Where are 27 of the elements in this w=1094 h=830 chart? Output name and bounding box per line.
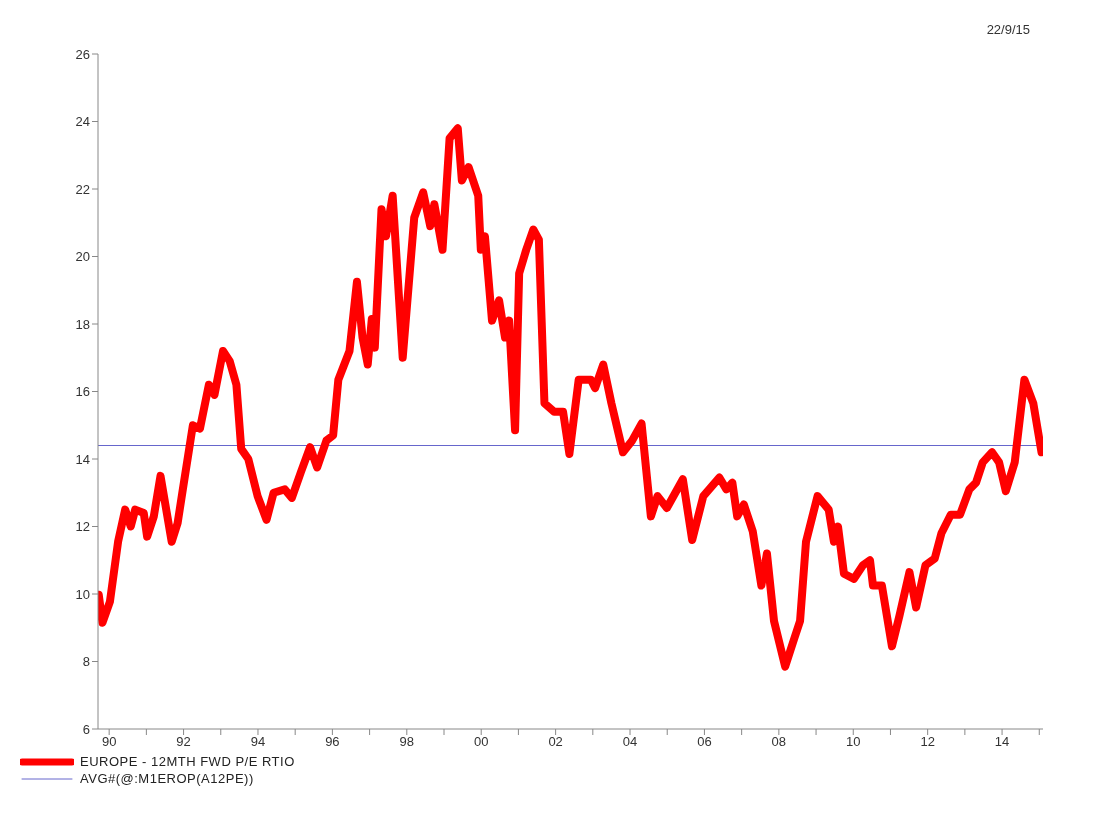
x-tick-label: 94 <box>250 734 266 750</box>
y-tick-label: 20 <box>75 249 90 265</box>
y-tick-label: 14 <box>75 451 90 467</box>
y-tick-label: 12 <box>75 519 90 535</box>
x-tick-label: 08 <box>771 734 787 750</box>
text: 22/9/15 <box>986 22 1030 37</box>
x-tick-label: 14 <box>994 734 1010 750</box>
x-tick-label: 90 <box>101 734 117 750</box>
x-tick-label: 04 <box>622 734 638 750</box>
x-tick-label: 12 <box>920 734 935 750</box>
y-tick-label: 6 <box>82 721 90 737</box>
x-tick-label: 96 <box>325 734 340 750</box>
y-tick-label: 8 <box>82 654 90 670</box>
x-tick-label: 10 <box>846 734 861 750</box>
y-tick-label: 26 <box>75 46 90 62</box>
y-tick-label: 16 <box>75 384 90 400</box>
y-tick-label: 10 <box>75 586 90 602</box>
x-tick-label: 92 <box>176 734 191 750</box>
x-tick-label: 00 <box>473 734 489 750</box>
y-tick-label: 24 <box>75 114 90 130</box>
x-tick-label: 98 <box>399 734 415 750</box>
legend-label: EUROPE - 12MTH FWD P/E RTIO <box>80 754 295 769</box>
x-tick-label: 06 <box>697 734 712 750</box>
legend-label: AVG#(@:M1EROP(A12PE)) <box>80 771 254 786</box>
x-tick-label: 02 <box>548 734 563 750</box>
y-tick-label: 22 <box>75 181 90 197</box>
y-tick-label: 18 <box>75 316 90 332</box>
